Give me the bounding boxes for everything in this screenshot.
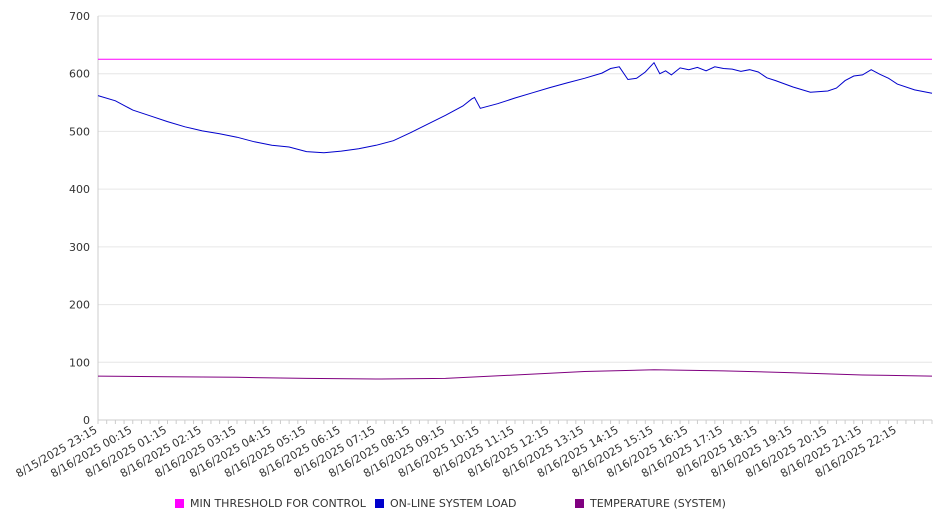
y-tick-label: 700 (69, 10, 90, 23)
series-layer (97, 58, 933, 380)
legend-label-min-threshold: MIN THRESHOLD FOR CONTROL (190, 497, 366, 510)
series-line-2 (97, 369, 933, 380)
legend-label-temperature: TEMPERATURE (SYSTEM) (590, 497, 726, 510)
y-tick-label: 600 (69, 68, 90, 81)
legend-item-min-threshold[interactable]: MIN THRESHOLD FOR CONTROL (175, 497, 366, 510)
legend-swatch-temperature (575, 499, 584, 508)
y-tick-label: 100 (69, 356, 90, 369)
legend-swatch-system-load (375, 499, 384, 508)
series-line-1 (97, 61, 933, 154)
y-tick-label: 200 (69, 299, 90, 312)
legend-swatch-min-threshold (175, 499, 184, 508)
grid-lines (98, 15, 932, 363)
legend-item-system-load[interactable]: ON-LINE SYSTEM LOAD (375, 497, 516, 510)
legend: MIN THRESHOLD FOR CONTROL ON-LINE SYSTEM… (0, 497, 946, 515)
x-axis-ticks: 8/15/2025 23:158/16/2025 00:158/16/2025 … (14, 420, 933, 480)
legend-item-temperature[interactable]: TEMPERATURE (SYSTEM) (575, 497, 726, 510)
y-tick-label: 300 (69, 241, 90, 254)
y-tick-label: 400 (69, 183, 90, 196)
y-axis-ticks: 0 100 200 300 400 500 600 700 (69, 10, 90, 427)
legend-label-system-load: ON-LINE SYSTEM LOAD (390, 497, 517, 510)
y-tick-label: 0 (83, 414, 90, 427)
y-tick-label: 500 (69, 125, 90, 138)
